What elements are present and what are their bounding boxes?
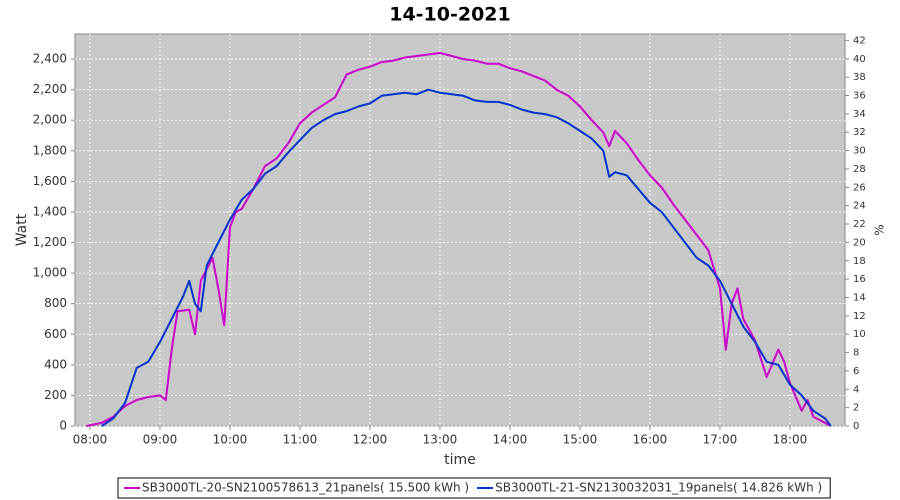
y2-tick-label: 2: [853, 403, 859, 414]
y2-tick-label: 0: [853, 421, 859, 432]
y2-axis-label: %: [873, 224, 887, 235]
y2-tick-label: 10: [853, 329, 866, 340]
x-tick-label: 17:00: [703, 433, 738, 447]
y2-tick-label: 16: [853, 274, 866, 285]
legend-box: [117, 477, 831, 499]
y2-tick-label: 24: [853, 201, 866, 212]
y-tick-label: 2,000: [33, 113, 67, 127]
x-tick-label: 12:00: [353, 433, 388, 447]
x-tick-label: 18:00: [773, 433, 808, 447]
x-tick-label: 13:00: [423, 433, 458, 447]
y-tick-label: 2,200: [33, 82, 67, 96]
y-tick-label: 1,000: [33, 266, 67, 280]
y-tick-label: 0: [59, 419, 67, 433]
x-tick-label: 16:00: [633, 433, 668, 447]
y2-tick-label: 20: [853, 237, 866, 248]
plot-area: [74, 33, 846, 427]
y-tick-label: 1,200: [33, 235, 67, 249]
y-tick-label: 2,400: [33, 52, 67, 66]
y-tick-label: 400: [44, 357, 67, 371]
y-tick-label: 800: [44, 296, 67, 310]
y2-tick-label: 18: [853, 256, 866, 267]
x-tick-label: 11:00: [283, 433, 318, 447]
x-tick-label: 10:00: [213, 433, 248, 447]
chart-title: 14-10-2021: [389, 4, 511, 26]
x-axis-label: time: [444, 452, 476, 468]
y-tick-label: 1,800: [33, 143, 67, 157]
legend-label: SB3000TL-21-SN2130032031_19panels( 14.82…: [495, 481, 822, 495]
series-line: [86, 52, 832, 427]
y-tick-label: 600: [44, 327, 67, 341]
series-line: [101, 88, 832, 427]
y2-tick-label: 34: [853, 109, 866, 120]
x-tick-label: 09:00: [143, 433, 178, 447]
y2-tick-label: 12: [853, 311, 866, 322]
y2-tick-label: 28: [853, 164, 866, 175]
y2-tick-label: 32: [853, 127, 866, 138]
x-tick-label: 14:00: [493, 433, 528, 447]
y-tick-label: 1,600: [33, 174, 67, 188]
y2-tick-label: 30: [853, 146, 866, 157]
x-tick-label: 08:00: [73, 433, 108, 447]
x-tick-label: 15:00: [563, 433, 598, 447]
legend: SB3000TL-20-SN2100578613_21panels( 15.50…: [117, 477, 831, 499]
y2-tick-label: 6: [853, 366, 859, 377]
y2-tick-label: 40: [853, 54, 866, 65]
y2-tick-label: 36: [853, 91, 866, 102]
y2-tick-label: 4: [853, 384, 859, 395]
y2-tick-label: 38: [853, 72, 866, 83]
y-tick-label: 1,400: [33, 204, 67, 218]
legend-label: SB3000TL-20-SN2100578613_21panels( 15.50…: [142, 481, 469, 495]
y2-tick-label: 42: [853, 35, 866, 46]
y2-tick-label: 8: [853, 348, 859, 359]
y2-tick-label: 14: [853, 292, 866, 303]
y2-tick-label: 26: [853, 182, 866, 193]
y2-tick-label: 22: [853, 219, 866, 230]
y-tick-label: 200: [44, 388, 67, 402]
y-axis-label: Watt: [14, 213, 30, 246]
